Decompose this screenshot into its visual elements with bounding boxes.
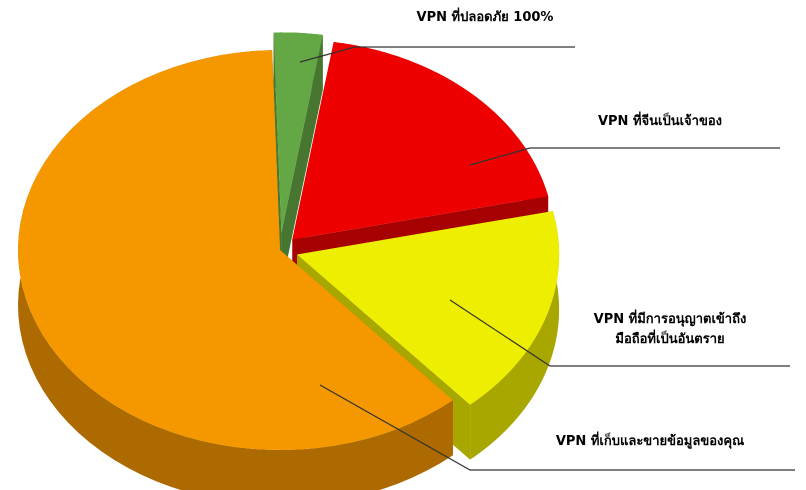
leader-line [319,384,795,471]
slice-label: VPN ที่เก็บและขายข้อมูลของคุณ [555,434,745,449]
slice [18,50,453,450]
leader-line [469,147,780,166]
slice-side [18,50,453,490]
leader-line [449,299,790,367]
leader-line [299,46,575,63]
slice-edge [273,32,282,288]
slice-edge [281,34,323,288]
slice [297,211,560,405]
slice-label: VPN ที่ปลอดภัย 100% [416,10,554,25]
slice [292,42,549,240]
slice [273,32,323,233]
slice-label: VPN ที่จีนเป็นเจ้าของ [597,114,723,129]
slice-label: VPN ที่มีการอนุญาตเข้าถึง มือถือที่เป็นอ… [593,312,747,347]
slice-side [470,211,560,460]
